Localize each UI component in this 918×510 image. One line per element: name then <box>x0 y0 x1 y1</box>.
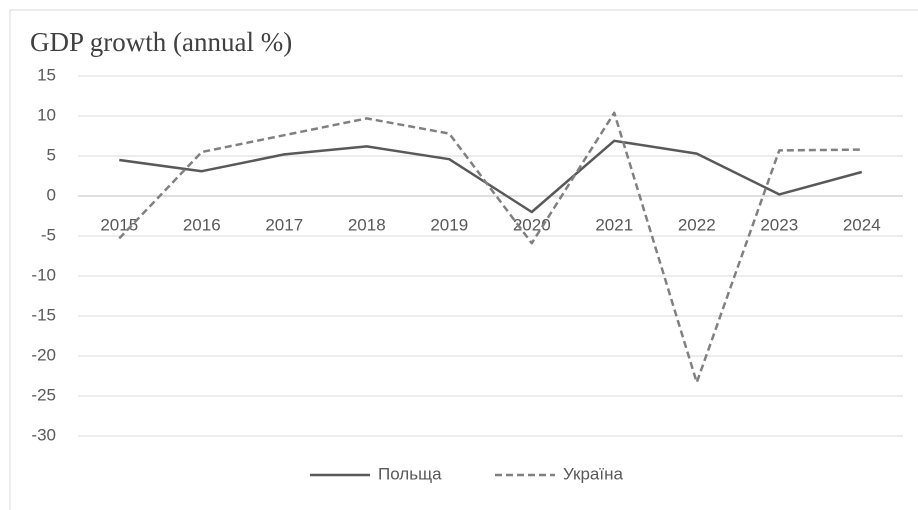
x-tick-label: 2019 <box>430 215 468 234</box>
series-line <box>118 111 862 384</box>
x-tick-label: 2022 <box>678 215 716 234</box>
x-tick-label: 2018 <box>348 215 386 234</box>
x-tick-label: 2017 <box>265 215 303 234</box>
y-tick-label: -30 <box>31 425 56 444</box>
x-tick-label: 2016 <box>183 215 221 234</box>
y-tick-label: -25 <box>31 385 56 404</box>
x-tick-label: 2020 <box>513 215 551 234</box>
legend-label: Україна <box>563 464 623 483</box>
y-tick-label: 15 <box>37 65 56 84</box>
legend-label: Польща <box>378 464 442 483</box>
chart-title: GDP growth (annual %) <box>30 27 292 57</box>
y-tick-label: 0 <box>47 185 56 204</box>
y-tick-label: -20 <box>31 345 56 364</box>
y-tick-label: -5 <box>41 225 56 244</box>
chart-frame <box>9 9 918 510</box>
series-line <box>119 139 863 214</box>
x-tick-label: 2024 <box>843 215 881 234</box>
x-tick-label: 2023 <box>760 215 798 234</box>
x-tick-label: 2015 <box>100 215 138 234</box>
x-tick-label: 2021 <box>595 215 633 234</box>
y-tick-label: -15 <box>31 305 56 324</box>
y-tick-label: -10 <box>31 265 56 284</box>
y-tick-label: 10 <box>37 105 56 124</box>
y-tick-label: 5 <box>47 145 56 164</box>
